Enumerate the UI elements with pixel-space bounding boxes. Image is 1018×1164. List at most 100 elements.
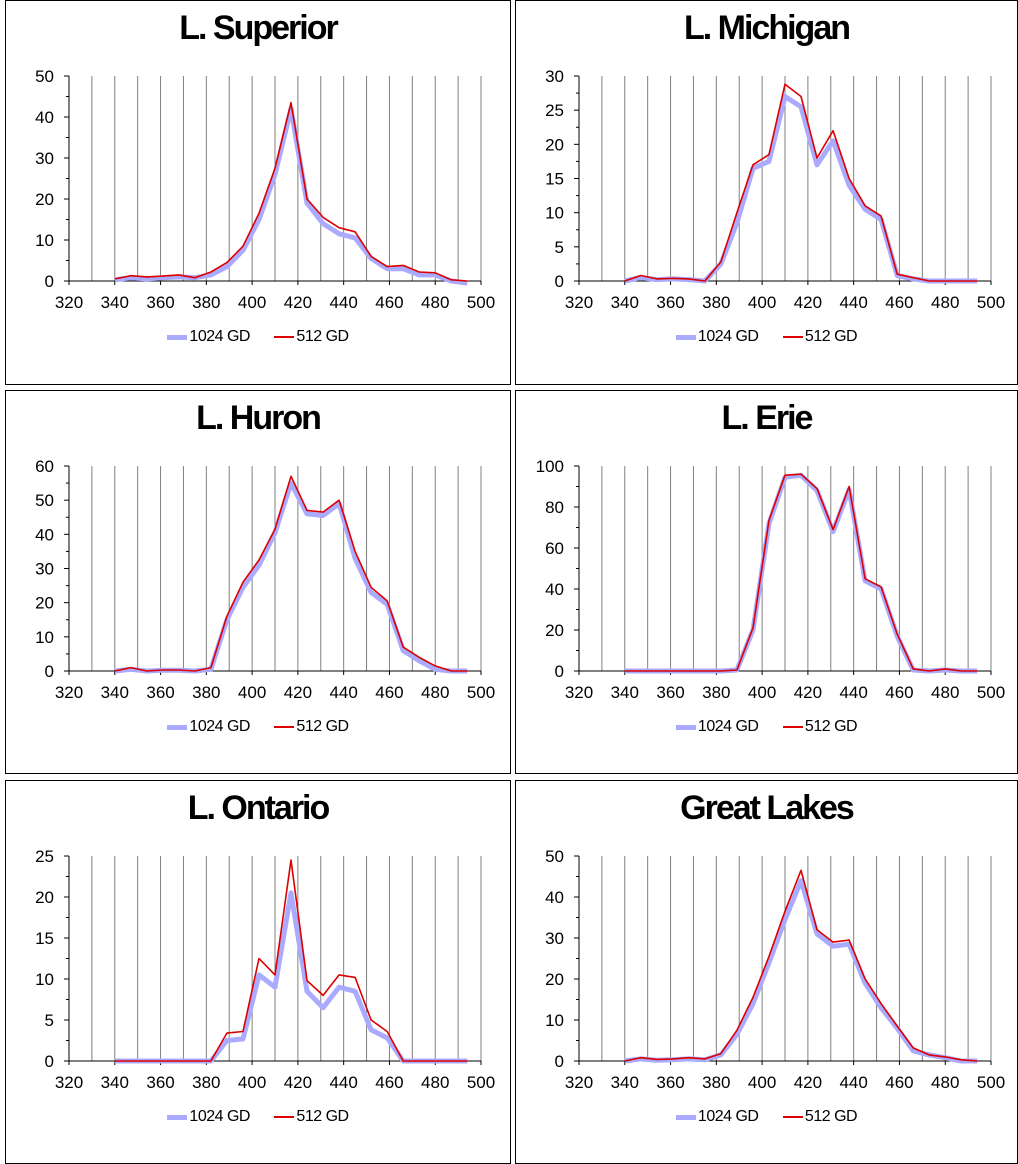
chart-title: L. Huron [196,399,322,437]
y-tick-label: 30 [545,929,564,948]
x-tick-label: 500 [977,683,1005,702]
series-512-line [114,859,468,1062]
x-tick-label: 440 [839,293,867,312]
x-tick-label: 460 [375,683,403,702]
x-tick-label: 380 [702,293,730,312]
legend-item-1024: 1024 GD [167,718,250,736]
y-tick-label: 10 [545,204,564,223]
y-tick-label: 80 [545,498,564,517]
chart-title: L. Erie [721,399,814,437]
y-tick-label: 15 [35,929,54,948]
y-tick-label: 30 [35,149,54,168]
x-tick-label: 340 [611,683,639,702]
y-tick-label: 0 [555,1052,564,1071]
x-tick-label: 360 [146,1073,174,1092]
x-tick-label: 340 [611,1073,639,1092]
x-tick-label: 380 [192,293,220,312]
legend-item-1024: 1024 GD [675,1108,759,1126]
y-tick-label: 5 [555,238,564,257]
x-tick-label: 480 [421,293,449,312]
chart-plot: 0 10 20 30 40 50 320 340 360 380 400 420 440 460 480 50… [545,847,1005,1092]
legend-item-512: 512 GD [782,1108,858,1126]
x-tick-label: 380 [702,683,730,702]
x-tick-label: 400 [748,1073,776,1092]
y-tick-label: 0 [45,1052,54,1071]
x-tick-label: 420 [284,1073,312,1092]
y-tick-label: 20 [35,594,54,613]
chart-panel-erie: 0 20 40 60 80 100 320 340 360 380 400 420 440 460 480 5… [515,390,1018,774]
x-tick-label: 500 [977,293,1005,312]
x-tick-label: 380 [192,1073,220,1092]
legend-label: 1024 GD [189,718,250,735]
y-tick-label: 30 [545,67,564,86]
legend-item-1024: 1024 GD [675,718,759,736]
y-tick-label: 25 [545,101,564,120]
y-tick-label: 40 [545,888,564,907]
chart-plot: 0 10 20 30 40 50 60 320 340 360 380 400 420 440 460 480… [35,457,495,702]
series-512-line [114,475,468,672]
x-tick-label: 360 [656,293,684,312]
chart-title: Great Lakes [680,789,855,827]
x-tick-label: 320 [565,1073,593,1092]
x-tick-label: 400 [238,1073,266,1092]
x-tick-label: 460 [375,1073,403,1092]
x-tick-label: 340 [611,293,639,312]
x-tick-label: 340 [101,683,129,702]
series-1024-line [624,94,978,284]
x-tick-label: 500 [467,293,495,312]
legend-item-1024: 1024 GD [675,328,759,346]
y-tick-label: 10 [545,1011,564,1030]
legend-swatch-512 [782,336,803,338]
x-tick-label: 400 [748,683,776,702]
legend-item-512: 512 GD [782,718,858,736]
legend-swatch-1024 [167,334,188,340]
x-tick-label: 360 [146,293,174,312]
x-tick-label: 420 [794,293,822,312]
series-1024-line [114,106,468,286]
legend-swatch-1024 [167,724,188,730]
x-tick-label: 440 [329,1073,357,1092]
chart-title: L. Superior [179,9,338,47]
legend-label: 512 GD [296,1108,349,1125]
y-tick-label: 50 [35,491,54,510]
chart-legend: 1024 GD 512 GD [6,718,510,736]
y-tick-label: 50 [545,847,564,866]
chart-plot: 0 10 20 30 40 50 320 340 360 380 400 420 440 460 480 50… [35,67,495,312]
x-tick-label: 480 [421,683,449,702]
legend-label: 1024 GD [189,1108,250,1125]
legend-swatch-1024 [675,1114,696,1120]
chart-legend: 1024 GD 512 GD [6,1108,510,1126]
legend-label: 512 GD [296,328,349,345]
x-tick-label: 360 [146,683,174,702]
chart-legend: 1024 GD 512 GD [516,718,1017,736]
series-1024-line [624,878,978,1064]
x-tick-label: 500 [977,1073,1005,1092]
x-tick-label: 420 [284,293,312,312]
x-tick-label: 360 [656,1073,684,1092]
y-tick-label: 10 [35,628,54,647]
chart-panel-great-lakes: 0 10 20 30 40 50 320 340 360 380 400 420 440 460 480 50… [515,780,1018,1164]
legend-swatch-1024 [675,724,696,730]
x-tick-label: 400 [748,293,776,312]
x-tick-label: 460 [885,683,913,702]
x-tick-label: 500 [467,683,495,702]
chart-title: L. Ontario [187,789,331,827]
legend-item-1024: 1024 GD [167,1108,250,1126]
series-512-line [624,83,978,282]
legend-swatch-512 [274,1116,295,1118]
x-tick-label: 320 [55,683,83,702]
x-tick-label: 400 [238,293,266,312]
x-tick-label: 320 [55,293,83,312]
chart-legend: 1024 GD 512 GD [516,1108,1017,1126]
legend-swatch-512 [274,726,295,728]
series-512-line [114,101,468,282]
legend-swatch-512 [274,336,295,338]
x-tick-label: 320 [565,293,593,312]
chart-panel-superior: 0 10 20 30 40 50 320 340 360 380 400 420 440 460 480 50… [5,0,511,385]
legend-label: 512 GD [296,718,349,735]
legend-label: 1024 GD [189,328,250,345]
y-tick-label: 0 [45,662,54,681]
legend-item-512: 512 GD [274,328,349,346]
series-1024-line [114,890,468,1064]
y-tick-label: 60 [35,457,54,476]
